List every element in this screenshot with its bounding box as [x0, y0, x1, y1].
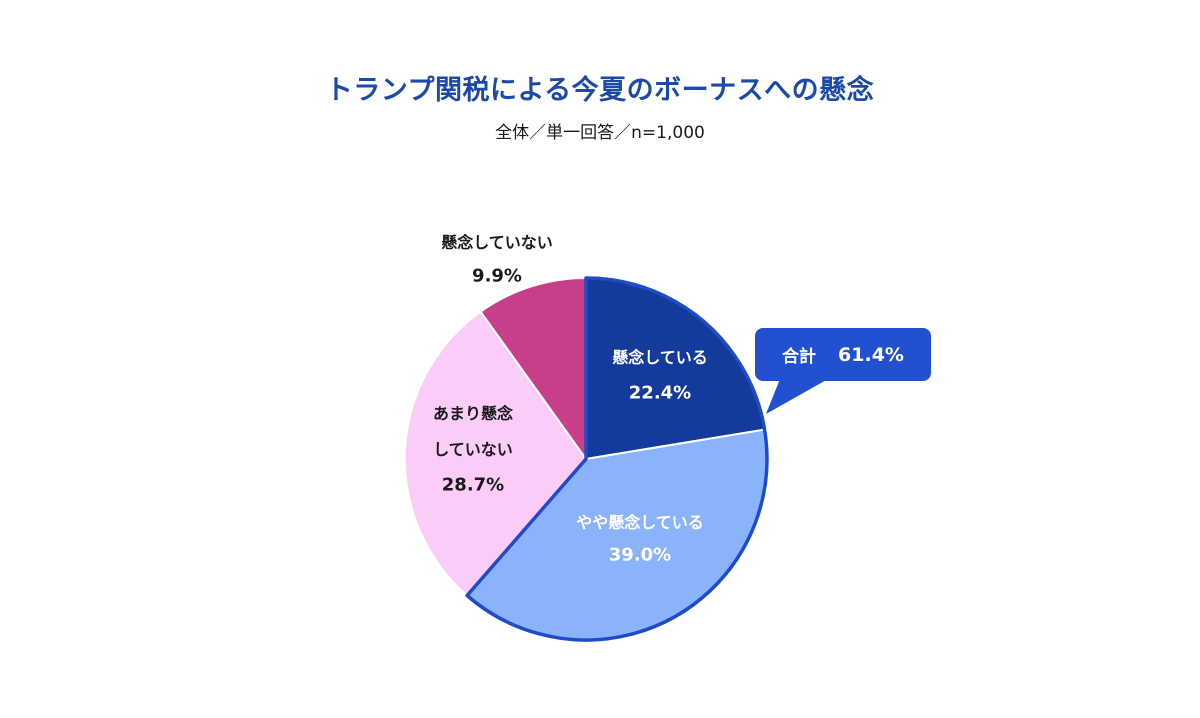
slice-value-not-concerned: 9.9%	[472, 265, 522, 287]
slice-value-somewhat-concerned: 39.0%	[608, 544, 672, 566]
chart-subtitle: 全体／単一回答／n=1,000	[495, 123, 705, 143]
pie-slice-not-very-concerned	[403, 310, 587, 597]
slice-label-not-concerned: 懸念していない	[441, 233, 553, 252]
pie-slice-concerned	[585, 277, 766, 460]
slice-value-not-very-concerned: 28.7%	[441, 474, 505, 496]
total-callout-value: 61.4%	[838, 343, 904, 366]
chart-title: トランプ関税による今夏のボーナスへの懸念	[325, 75, 875, 106]
slice-label-somewhat-concerned: やや懸念している	[576, 513, 704, 532]
slice-value-concerned: 22.4%	[628, 382, 692, 404]
concerned-group-outline	[465, 276, 769, 642]
total-callout-label: 合計	[782, 347, 817, 367]
slice-label-not-very-concerned-line2: していない	[433, 440, 513, 459]
slice-label-concerned: 懸念している	[612, 348, 708, 367]
slice-label-not-very-concerned-line1: あまり懸念	[432, 404, 514, 423]
pie-slice-not-concerned	[479, 276, 587, 460]
total-callout	[755, 328, 931, 414]
total-callout-text: 合計 61.4%	[755, 328, 931, 381]
